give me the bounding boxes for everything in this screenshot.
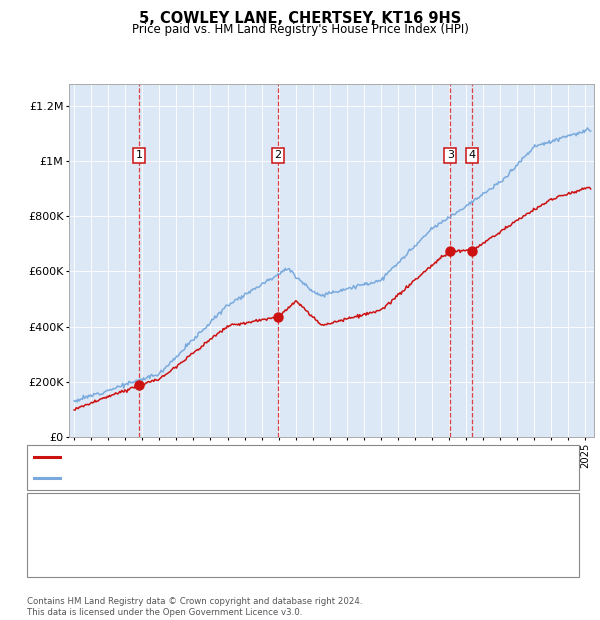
Text: 21-DEC-2006: 21-DEC-2006 (87, 520, 159, 529)
Text: 3: 3 (37, 541, 44, 551)
Text: 09-MAY-2018: 09-MAY-2018 (87, 562, 158, 572)
Text: 5, COWLEY LANE, CHERTSEY, KT16 9HS: 5, COWLEY LANE, CHERTSEY, KT16 9HS (139, 11, 461, 25)
Text: 1: 1 (136, 151, 142, 161)
Text: 3: 3 (447, 151, 454, 161)
Text: 2: 2 (37, 520, 44, 529)
Text: 1: 1 (37, 498, 44, 508)
Text: £675,000: £675,000 (213, 562, 265, 572)
Text: Price paid vs. HM Land Registry's House Price Index (HPI): Price paid vs. HM Land Registry's House … (131, 23, 469, 36)
Text: 21-OCT-1998: 21-OCT-1998 (87, 498, 158, 508)
Text: 27-JAN-2017: 27-JAN-2017 (87, 541, 155, 551)
Text: 4: 4 (469, 151, 476, 161)
Text: 5, COWLEY LANE, CHERTSEY, KT16 9HS (detached house): 5, COWLEY LANE, CHERTSEY, KT16 9HS (deta… (64, 452, 351, 463)
Text: £188,000: £188,000 (213, 498, 265, 508)
Text: 19% ↓ HPI: 19% ↓ HPI (363, 498, 421, 508)
Text: HPI: Average price, detached house, Runnymede: HPI: Average price, detached house, Runn… (64, 474, 308, 484)
Text: 4: 4 (37, 562, 44, 572)
Text: 8% ↓ HPI: 8% ↓ HPI (363, 541, 415, 551)
Text: 2: 2 (275, 151, 282, 161)
Text: £435,000: £435,000 (213, 520, 265, 529)
Text: Contains HM Land Registry data © Crown copyright and database right 2024.
This d: Contains HM Land Registry data © Crown c… (27, 598, 362, 617)
Text: 4% ↓ HPI: 4% ↓ HPI (363, 520, 415, 529)
Text: 8% ↓ HPI: 8% ↓ HPI (363, 562, 415, 572)
Text: £675,000: £675,000 (213, 541, 265, 551)
